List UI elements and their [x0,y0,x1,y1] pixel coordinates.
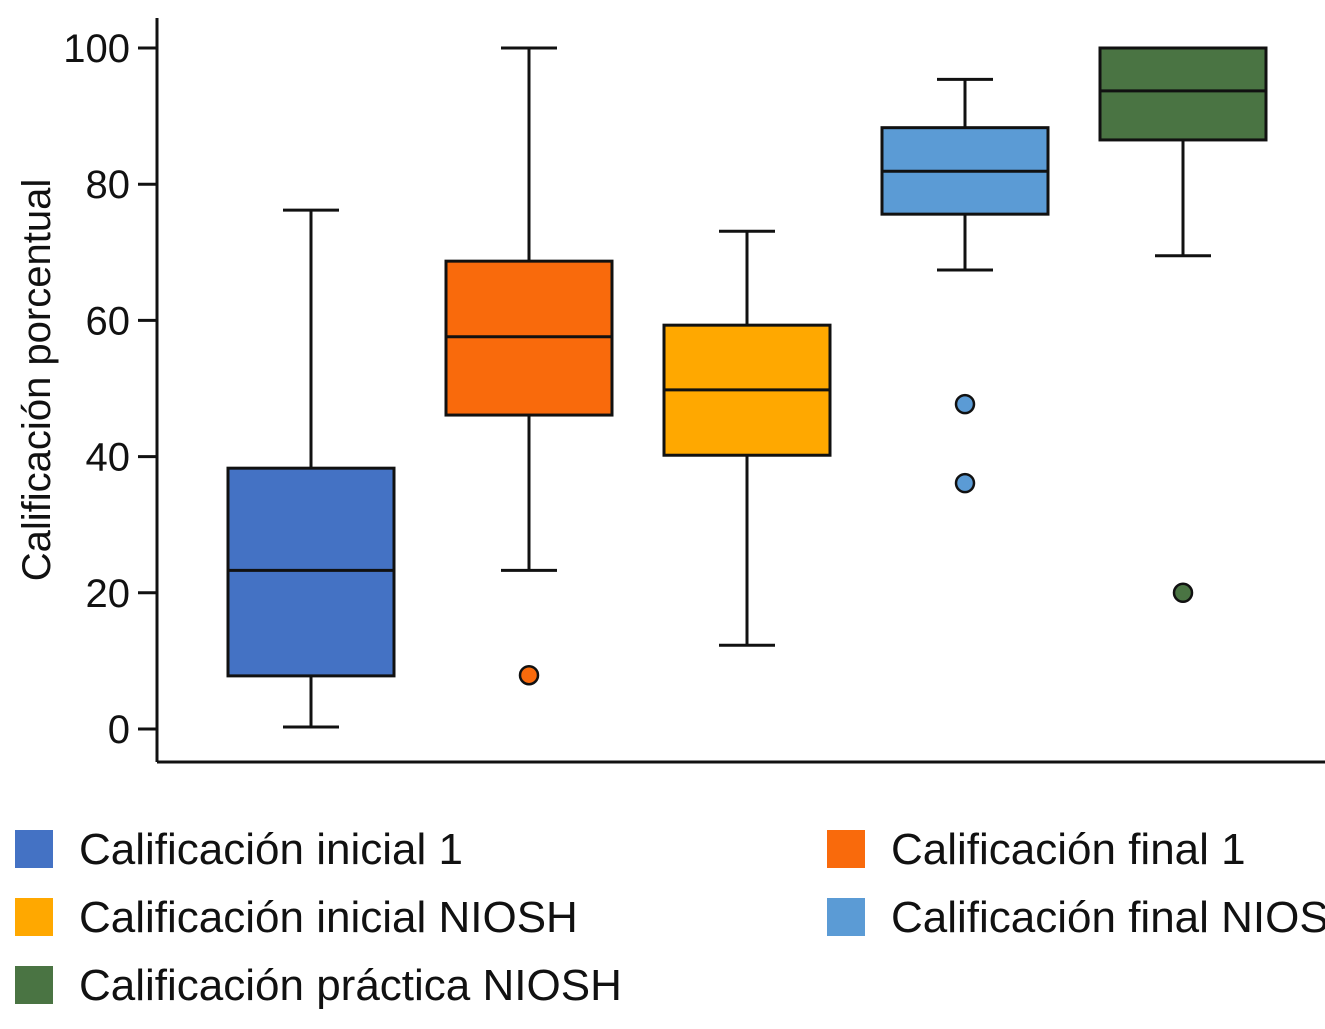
y-tick-label: 20 [86,572,131,616]
legend-swatch [15,966,53,1004]
legend-label: Calificación final NIOSH [891,893,1325,942]
box-group [662,229,832,647]
outlier-point [954,393,976,415]
legend-swatch [827,898,865,936]
legend-label: Calificación práctica NIOSH [79,961,622,1010]
y-tick-label: 40 [86,436,131,480]
legend-label: Calificación inicial 1 [79,825,463,874]
outlier-point [518,664,540,686]
outlier-point [954,472,976,494]
box-group [226,208,396,729]
legend-swatch [15,898,53,936]
legend-item: Calificación práctica NIOSH [15,961,622,1010]
legend-item: Calificación final NIOSH [827,893,1325,942]
box [226,466,396,678]
legend-item: Calificación inicial NIOSH [15,893,578,942]
legend-swatch [827,830,865,868]
outlier-point [1172,582,1194,604]
legend-swatch [15,830,53,868]
y-tick-label: 0 [108,708,130,752]
legend-item: Calificación inicial 1 [15,825,463,874]
legend-label: Calificación final 1 [891,825,1246,874]
y-tick-label: 100 [63,27,130,71]
y-tick-label: 80 [86,163,131,207]
y-tick-label: 60 [86,299,131,343]
legend-item: Calificación final 1 [827,825,1246,874]
box [1098,46,1268,142]
box-group [444,46,614,686]
y-axis-label: Calificación porcentual [15,179,59,581]
box-group [1098,46,1268,604]
box-group [880,77,1050,494]
legend-label: Calificación inicial NIOSH [79,893,578,942]
